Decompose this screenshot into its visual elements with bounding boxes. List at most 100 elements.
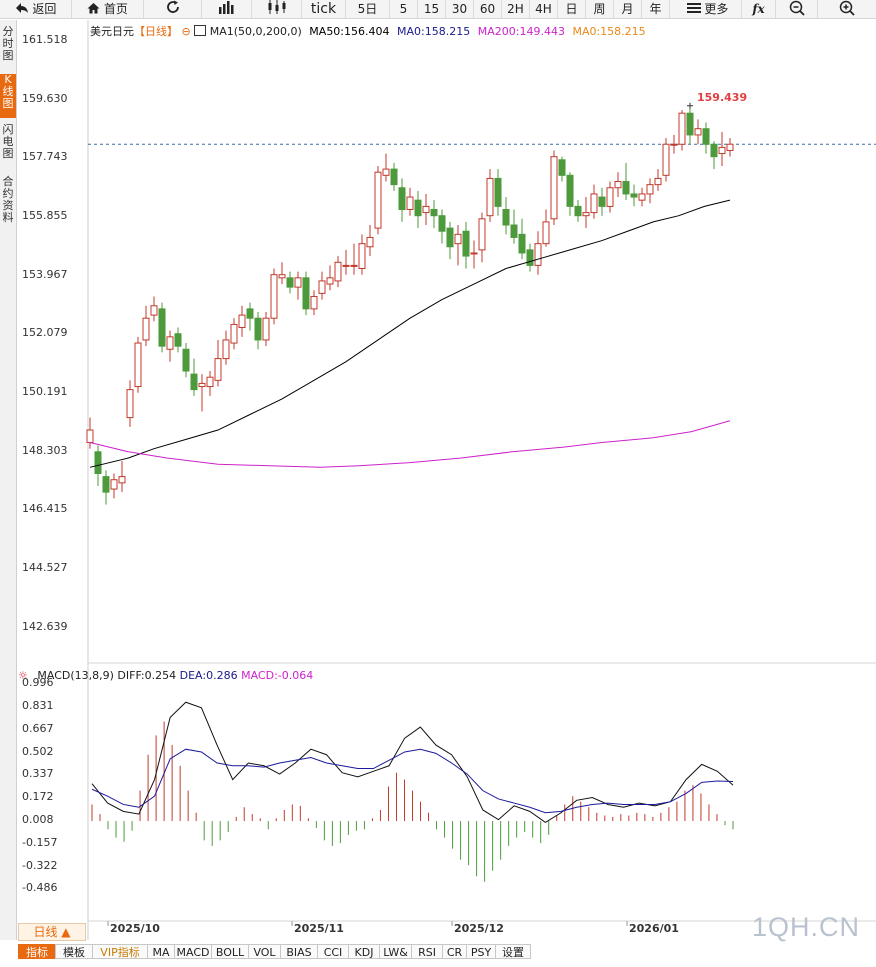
menu-icon: [686, 1, 701, 19]
price-tick: 150.191: [22, 385, 68, 399]
indicator-tab-13[interactable]: PSY: [466, 944, 496, 959]
indicator-tab-5[interactable]: BOLL: [211, 944, 249, 959]
indicator-tab-2[interactable]: VIP指标: [92, 944, 148, 959]
back-label: 返回: [32, 2, 57, 16]
candle-body-up: [230, 323, 238, 344]
candle-body-up: [454, 233, 462, 245]
max-price-label: 159.439: [697, 91, 748, 104]
macd-value: MACD:-0.064: [241, 669, 314, 682]
indicator-tab-6[interactable]: VOL: [248, 944, 281, 959]
macd-diff: DIFF:0.254: [117, 669, 177, 682]
macd-legend: ☼ MACD(13,8,9) DIFF:0.254 DEA:0.286 MACD…: [18, 669, 313, 682]
period-月[interactable]: 月: [614, 0, 642, 18]
candle-body-up: [726, 143, 734, 151]
home-icon: [87, 1, 100, 19]
candle-body-down: [158, 308, 166, 347]
candle-body-up: [606, 187, 614, 207]
candle-body-down: [686, 112, 694, 136]
indicator-tab-3[interactable]: MA: [147, 944, 175, 959]
price-tick: 142.639: [22, 619, 68, 633]
period-15[interactable]: 15: [418, 0, 446, 18]
macd-dea-line: [91, 748, 734, 814]
candle-body-up: [478, 218, 486, 251]
indicator-tab-12[interactable]: CR: [442, 944, 467, 959]
zoom-in-button[interactable]: [818, 0, 876, 18]
macd-name: MACD(13,8,9): [37, 669, 114, 682]
macd-tick: 0.996: [22, 676, 54, 690]
side-tab-lightning[interactable]: 闪电图: [2, 123, 14, 160]
indicator-tab-0[interactable]: 指标: [18, 944, 56, 959]
indicator-tab-4[interactable]: MACD: [174, 944, 212, 959]
candle-body-down: [174, 333, 182, 347]
kline-chart[interactable]: [0, 0, 876, 940]
period-60[interactable]: 60: [474, 0, 502, 18]
back-button[interactable]: 返回: [0, 0, 72, 18]
indicator-tab-14[interactable]: 设置: [495, 944, 531, 959]
macd-diff-line: [91, 701, 734, 824]
more-label: 更多: [704, 2, 729, 16]
price-tick: 152.079: [22, 326, 68, 340]
candle-body-down: [558, 159, 566, 176]
macd-tick: 0.502: [22, 744, 54, 758]
macd-dea: DEA:0.286: [179, 669, 238, 682]
zoom-out-icon: [789, 0, 805, 21]
period-周[interactable]: 周: [586, 0, 614, 18]
candlestick-button[interactable]: [252, 0, 302, 18]
indicator-tab-11[interactable]: RSI: [411, 944, 443, 959]
macd-tick: 0.831: [22, 699, 54, 713]
indicator-tab-1[interactable]: 模板: [55, 944, 93, 959]
ma200-line: [89, 420, 731, 468]
period-selector[interactable]: 日线 ▲: [18, 923, 86, 941]
candle-body-down: [94, 451, 102, 475]
candle-body-down: [246, 308, 254, 319]
ma-params: MA1(50,0,200,0): [209, 25, 302, 38]
collapse-icon[interactable]: ⊖: [181, 25, 191, 38]
candle-body-down: [438, 215, 446, 232]
period-2H[interactable]: 2H: [502, 0, 530, 18]
zoom-out-button[interactable]: [776, 0, 818, 18]
toolbar: 返回 首页 tick 5日 5 15 30 60 2H 4H 日周月年 更多 fx: [0, 0, 876, 19]
period-5[interactable]: 5: [390, 0, 418, 18]
indicator-tab-8[interactable]: CCI: [317, 944, 349, 959]
candle-body-up: [358, 243, 366, 270]
candle-body-down: [622, 181, 630, 195]
tick-button[interactable]: tick: [302, 0, 346, 18]
macd-tick: 0.172: [22, 790, 54, 804]
period-4H[interactable]: 4H: [530, 0, 558, 18]
candle-body-up: [614, 181, 622, 189]
period-日[interactable]: 日: [558, 0, 586, 18]
bar-chart-button[interactable]: [202, 0, 252, 18]
indicator-icon[interactable]: [194, 25, 207, 36]
period-30[interactable]: 30: [446, 0, 474, 18]
period-年[interactable]: 年: [642, 0, 670, 18]
indicator-tab-10[interactable]: LW&: [379, 944, 412, 959]
candle-body-up: [118, 476, 126, 484]
side-tab-timeshare[interactable]: 分时图: [2, 25, 14, 62]
candle-body-down: [598, 196, 606, 207]
candle-body-up: [150, 305, 158, 316]
candle-body-up: [222, 339, 230, 360]
candle-body-up: [694, 128, 702, 136]
period-5日[interactable]: 5日: [346, 0, 390, 18]
indicator-tab-7[interactable]: BIAS: [280, 944, 318, 959]
candlestick-icon: [267, 0, 287, 19]
candle-body-up: [366, 236, 374, 248]
bar-chart-icon: [218, 0, 236, 19]
settings-sun-icon[interactable]: ☼: [18, 669, 28, 682]
candle-body-down: [286, 277, 294, 288]
macd-tick: 0.008: [22, 812, 54, 826]
candle-body-down: [702, 128, 710, 145]
indicator-tab-9[interactable]: KDJ: [348, 944, 380, 959]
formula-button[interactable]: fx: [742, 0, 776, 18]
candle-body-down: [390, 168, 398, 186]
side-tab-contract-info[interactable]: 合约资料: [2, 175, 14, 224]
candle-body-up: [126, 389, 134, 419]
refresh-button[interactable]: [144, 0, 202, 18]
candle-body-up: [166, 336, 174, 350]
more-button[interactable]: 更多: [674, 0, 742, 18]
candle-body-up: [406, 196, 414, 210]
period-label[interactable]: 【日线】: [134, 25, 178, 38]
home-button[interactable]: 首页: [72, 0, 144, 18]
